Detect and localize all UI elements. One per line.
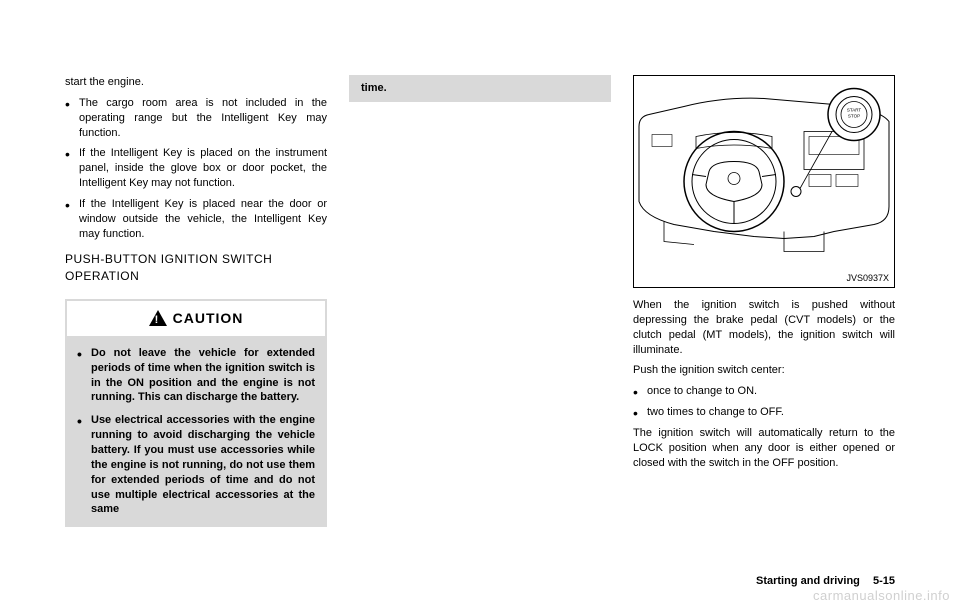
- figure-label: JVS0937X: [846, 272, 889, 284]
- bullet-text: once to change to ON.: [647, 384, 895, 399]
- column-3: START STOP JVS0937X When the ignition sw…: [633, 75, 895, 535]
- bullet-item: • two times to change to OFF.: [633, 405, 895, 420]
- column-2: time.: [349, 75, 611, 535]
- watermark: carmanualsonline.info: [813, 587, 950, 605]
- column-1: start the engine. • The cargo room area …: [65, 75, 327, 535]
- dashboard-figure: START STOP JVS0937X: [633, 75, 895, 288]
- bullet-item: • If the Intelligent Key is placed on th…: [65, 146, 327, 191]
- bullet-dot-icon: •: [77, 346, 91, 405]
- svg-text:START: START: [847, 108, 862, 113]
- body-paragraph: When the ignition switch is pushed witho…: [633, 298, 895, 357]
- bullet-text: If the Intelligent Key is placed near th…: [79, 197, 327, 242]
- body-paragraph: The ignition switch will automatically r…: [633, 426, 895, 471]
- bullet-dot-icon: •: [65, 146, 79, 191]
- footer-page-number: 5-15: [873, 575, 895, 587]
- svg-text:STOP: STOP: [848, 114, 860, 119]
- bullet-dot-icon: •: [77, 413, 91, 517]
- footer-section-title: Starting and driving: [756, 575, 860, 587]
- bullet-item: • If the Intelligent Key is placed near …: [65, 197, 327, 242]
- bullet-dot-icon: •: [65, 96, 79, 141]
- caution-text: Use electrical accessories with the engi…: [91, 413, 315, 517]
- bullet-text: The cargo room area is not included in t…: [79, 96, 327, 141]
- caution-bullet: • Use electrical accessories with the en…: [77, 413, 315, 517]
- caution-header: CAUTION: [65, 299, 327, 336]
- caution-title: CAUTION: [173, 309, 244, 328]
- bullet-item: • The cargo room area is not included in…: [65, 96, 327, 141]
- caution-text: Do not leave the vehicle for extended pe…: [91, 346, 315, 405]
- caution-box: CAUTION • Do not leave the vehicle for e…: [65, 299, 327, 527]
- section-heading: PUSH-BUTTON IGNITION SWITCH OPERATION: [65, 251, 327, 285]
- bullet-item: • once to change to ON.: [633, 384, 895, 399]
- caution-bullet: • Do not leave the vehicle for extended …: [77, 346, 315, 405]
- caution-body: • Do not leave the vehicle for extended …: [65, 336, 327, 527]
- page-content: start the engine. • The cargo room area …: [65, 75, 895, 535]
- caution-continuation: time.: [349, 75, 611, 102]
- dashboard-illustration-icon: START STOP: [634, 76, 894, 287]
- body-paragraph: Push the ignition switch center:: [633, 363, 895, 378]
- bullet-text: two times to change to OFF.: [647, 405, 895, 420]
- intro-text: start the engine.: [65, 75, 327, 90]
- bullet-dot-icon: •: [65, 197, 79, 242]
- bullet-dot-icon: •: [633, 405, 647, 420]
- bullet-dot-icon: •: [633, 384, 647, 399]
- warning-triangle-icon: [149, 310, 167, 326]
- bullet-text: If the Intelligent Key is placed on the …: [79, 146, 327, 191]
